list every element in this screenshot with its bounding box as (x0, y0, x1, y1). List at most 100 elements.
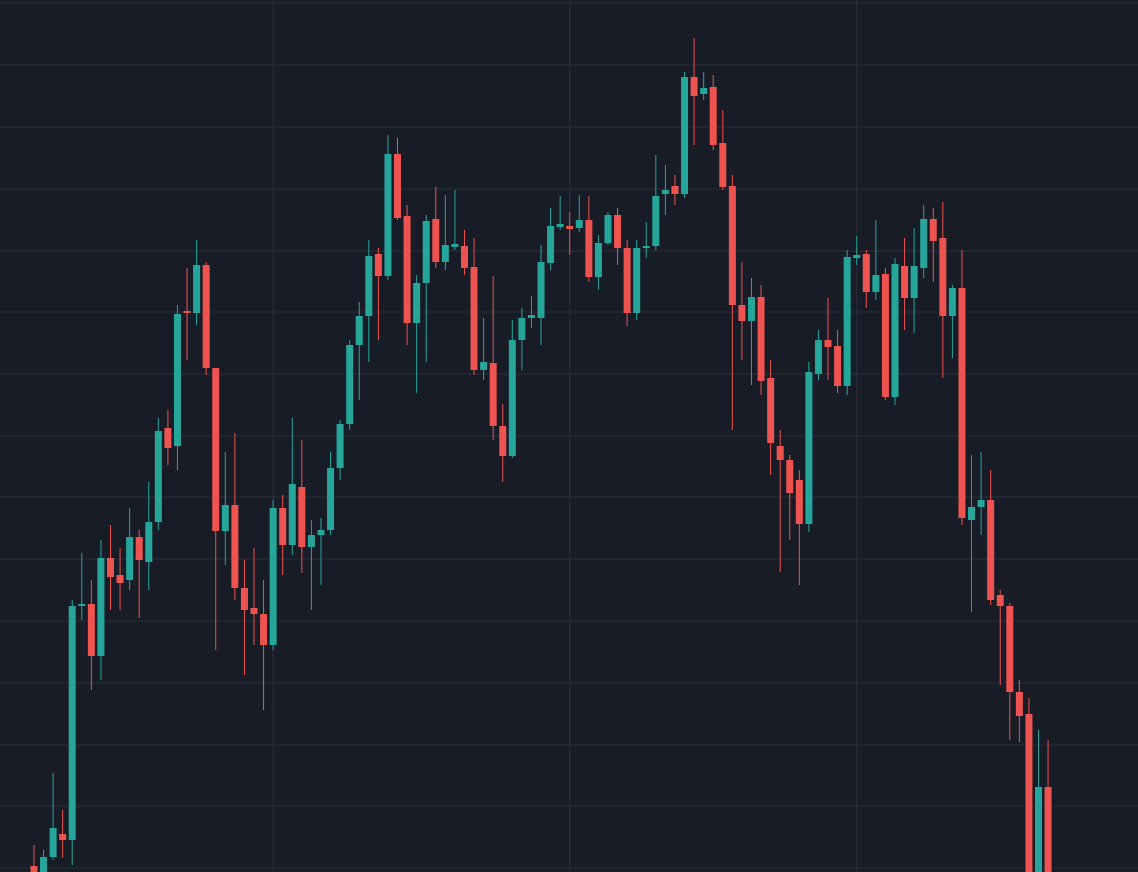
candle-body (422, 221, 430, 283)
candle-body (747, 297, 755, 321)
candle-body (929, 219, 937, 241)
candle-body (824, 340, 832, 347)
candle-body (78, 604, 86, 606)
candle-body (719, 143, 727, 187)
candle-body (221, 505, 229, 531)
candle-body (834, 346, 842, 386)
candle-body (575, 220, 583, 228)
candle-body (958, 288, 966, 518)
candle-body (346, 345, 354, 424)
candle-body (920, 219, 928, 268)
candle-body (30, 866, 38, 872)
candle-body (154, 431, 162, 522)
candle-body (394, 154, 402, 218)
candle-body (87, 604, 95, 656)
candle-body (786, 460, 794, 493)
candle-body (623, 248, 631, 313)
candle-body (365, 256, 373, 316)
candle-body (948, 288, 956, 316)
candle-body (681, 77, 689, 194)
candle-body (757, 297, 765, 381)
candle-body (547, 226, 555, 263)
candle-body (987, 500, 995, 600)
candle-body (767, 378, 775, 443)
candle-body (537, 262, 545, 318)
candle-body (508, 340, 516, 456)
candle-body (441, 245, 449, 262)
candle-body (336, 424, 344, 468)
candle-body (135, 537, 143, 560)
candle-body (183, 311, 191, 313)
candle-body (250, 608, 258, 614)
candle-body (317, 530, 325, 535)
candle-body (49, 828, 57, 857)
candle-body (451, 244, 459, 247)
candle-body (164, 428, 172, 448)
candle-body (690, 77, 698, 96)
candle-body (633, 248, 641, 313)
candle-body (996, 595, 1004, 606)
candle-body (1025, 714, 1033, 872)
candle-body (556, 224, 564, 227)
candle-body (872, 275, 880, 292)
candle-body (327, 468, 335, 530)
candle-body (260, 614, 268, 645)
candle-body (814, 340, 822, 374)
candle-body (59, 834, 67, 840)
candle-body (231, 505, 239, 588)
candle-body (403, 216, 411, 323)
candle-body (432, 219, 440, 262)
candle-body (585, 220, 593, 277)
candle-body (939, 238, 947, 316)
candle-body (116, 575, 124, 583)
candle-body (881, 274, 889, 397)
candle-body (288, 484, 296, 545)
candle-body (279, 508, 287, 545)
candle-body (240, 588, 248, 610)
candle-body (728, 186, 736, 305)
candle-body (910, 266, 918, 298)
candle-body (862, 254, 870, 292)
candle-body (489, 363, 497, 426)
candle-body (40, 857, 48, 872)
candle-body (709, 87, 717, 145)
candle-body (68, 606, 76, 840)
candle-body (527, 315, 535, 318)
candle-body (374, 254, 382, 276)
candle-body (518, 318, 526, 340)
candle-body (661, 190, 669, 194)
candle-body (968, 507, 976, 520)
candle-body (652, 196, 660, 246)
candle-body (298, 487, 306, 547)
candle-body (269, 508, 277, 645)
candle-body (614, 215, 622, 248)
candle-body (566, 226, 574, 229)
candle-body (671, 186, 679, 194)
candle-body (384, 154, 392, 276)
candle-body (805, 372, 813, 524)
candle-body (642, 246, 650, 248)
candle-body (480, 362, 488, 370)
candle-body (212, 368, 220, 531)
candle-body (470, 267, 478, 370)
candle-body (700, 88, 708, 94)
candle-body (106, 558, 114, 577)
candle-body (604, 215, 612, 243)
candle-body (853, 255, 861, 258)
candle-body (738, 305, 746, 321)
candle-body (355, 316, 363, 345)
candle-body (1006, 606, 1014, 692)
candle-body (977, 500, 985, 507)
candle-body (901, 266, 909, 298)
candle-body (776, 446, 784, 460)
candle-body (1035, 787, 1043, 872)
candle-body (1044, 787, 1052, 872)
candle-body (173, 314, 181, 446)
candle-body (145, 522, 153, 562)
candle-body (97, 558, 105, 656)
candle-body (413, 283, 421, 323)
candle-body (499, 426, 507, 456)
candle-body (307, 535, 315, 547)
